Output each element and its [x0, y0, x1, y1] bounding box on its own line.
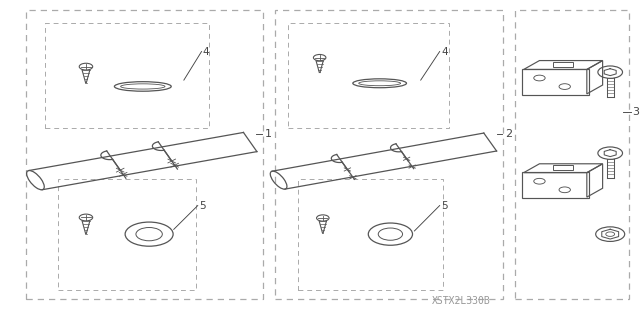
Text: 3: 3	[632, 107, 639, 117]
Text: 5: 5	[442, 201, 448, 211]
Text: 5: 5	[200, 201, 206, 211]
Text: 4: 4	[203, 47, 209, 56]
Text: 4: 4	[442, 47, 448, 56]
Text: 2: 2	[505, 129, 512, 139]
Text: XSTX2L330B: XSTX2L330B	[433, 296, 491, 306]
Text: 1: 1	[265, 129, 272, 139]
